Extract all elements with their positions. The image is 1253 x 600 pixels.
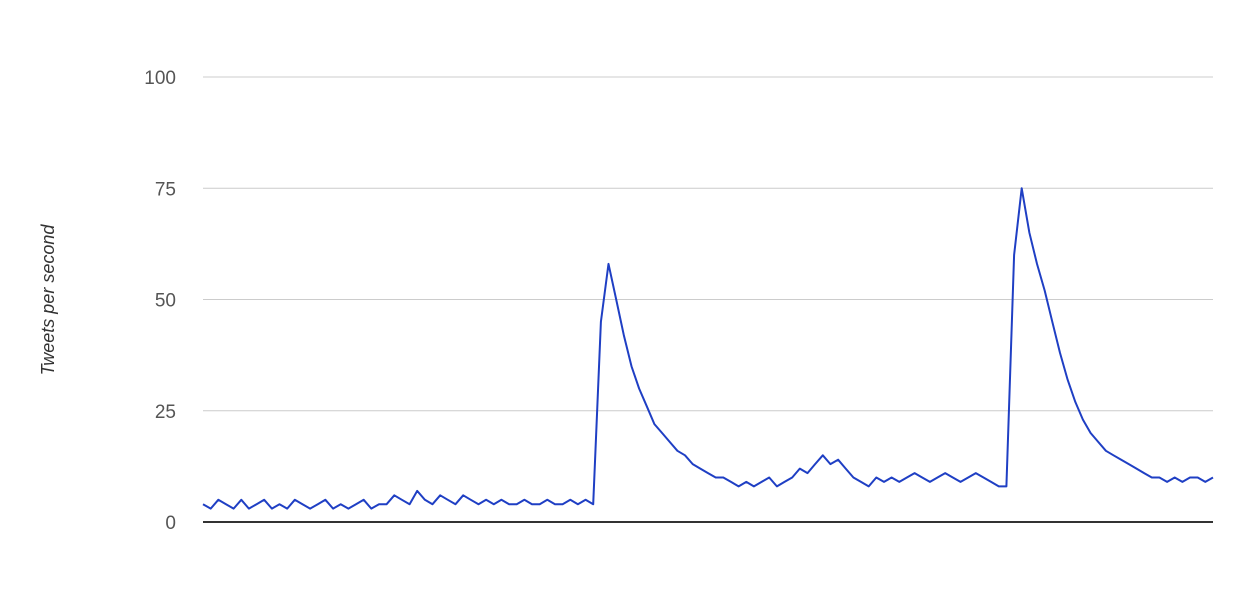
series-layer bbox=[202, 187, 1214, 510]
y-tick-label: 50 bbox=[155, 291, 176, 312]
gridlines bbox=[203, 76, 1213, 412]
y-axis-ticks: 0 25 50 75 100 bbox=[144, 68, 176, 534]
series-line-0 bbox=[202, 187, 1214, 510]
y-tick-label: 75 bbox=[155, 179, 176, 200]
y-axis-title: Tweets per second bbox=[38, 224, 58, 376]
y-tick-label: 0 bbox=[165, 513, 176, 534]
y-tick-label: 100 bbox=[144, 68, 176, 89]
y-tick-label: 25 bbox=[155, 402, 176, 423]
